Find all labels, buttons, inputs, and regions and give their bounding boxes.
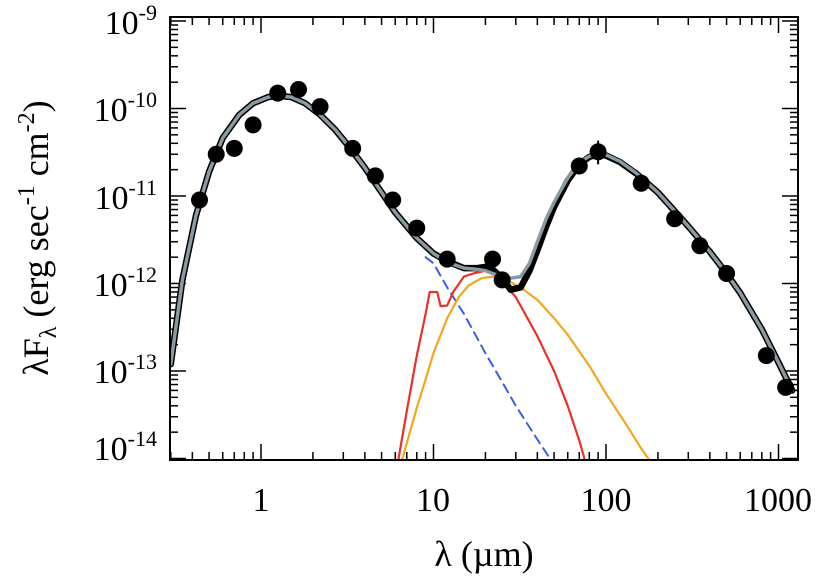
x-tick-label-100: 100 xyxy=(581,482,632,519)
x-axis-title: λ (µm) xyxy=(434,534,533,574)
y-tick-label-1e-9: 10-9 xyxy=(105,0,157,42)
x-tick-labels: 1 10 100 1000 xyxy=(253,482,813,519)
series-inner-dust-component xyxy=(397,269,586,460)
data-point xyxy=(190,191,208,209)
data-point xyxy=(366,167,384,185)
y-tick-label-1e-13: 10-13 xyxy=(94,349,157,391)
series-layer xyxy=(170,92,796,460)
data-point xyxy=(438,250,456,268)
y-tick-label-1e-14: 10-14 xyxy=(94,426,157,468)
x-tick-label-10: 10 xyxy=(416,482,450,519)
x-tick-label-1: 1 xyxy=(253,482,270,519)
series-stellar-photosphere xyxy=(424,256,553,460)
data-point xyxy=(691,237,709,255)
y-tick-label-1e-11: 10-11 xyxy=(94,175,157,217)
data-point xyxy=(757,347,775,365)
data-point xyxy=(225,139,243,157)
observed-points xyxy=(190,80,795,396)
y-axis-title: λFλ (erg sec-1 cm-2) xyxy=(14,100,62,375)
data-point xyxy=(484,250,502,268)
data-point xyxy=(589,143,607,161)
data-point xyxy=(207,145,225,163)
data-point xyxy=(311,98,329,116)
data-point xyxy=(632,174,650,192)
data-point xyxy=(718,265,736,283)
y-tick-label-1e-12: 10-12 xyxy=(94,262,157,304)
data-point xyxy=(384,191,402,209)
plot-frame xyxy=(169,16,799,461)
y-tick-labels: 10-14 10-13 10-12 10-11 10-10 10-9 xyxy=(94,0,157,468)
data-point xyxy=(666,210,684,228)
x-tick-label-1000: 1000 xyxy=(744,482,812,519)
data-point xyxy=(408,219,426,237)
series-outer-dust-component xyxy=(400,275,651,460)
data-point xyxy=(570,157,588,175)
data-point xyxy=(777,378,795,396)
y-tick-label-1e-10: 10-10 xyxy=(94,87,157,129)
data-point xyxy=(269,84,287,102)
data-point xyxy=(344,139,362,157)
data-point xyxy=(290,80,308,98)
data-point xyxy=(244,116,262,134)
data-point xyxy=(493,271,511,289)
minor-ticks xyxy=(170,17,798,460)
